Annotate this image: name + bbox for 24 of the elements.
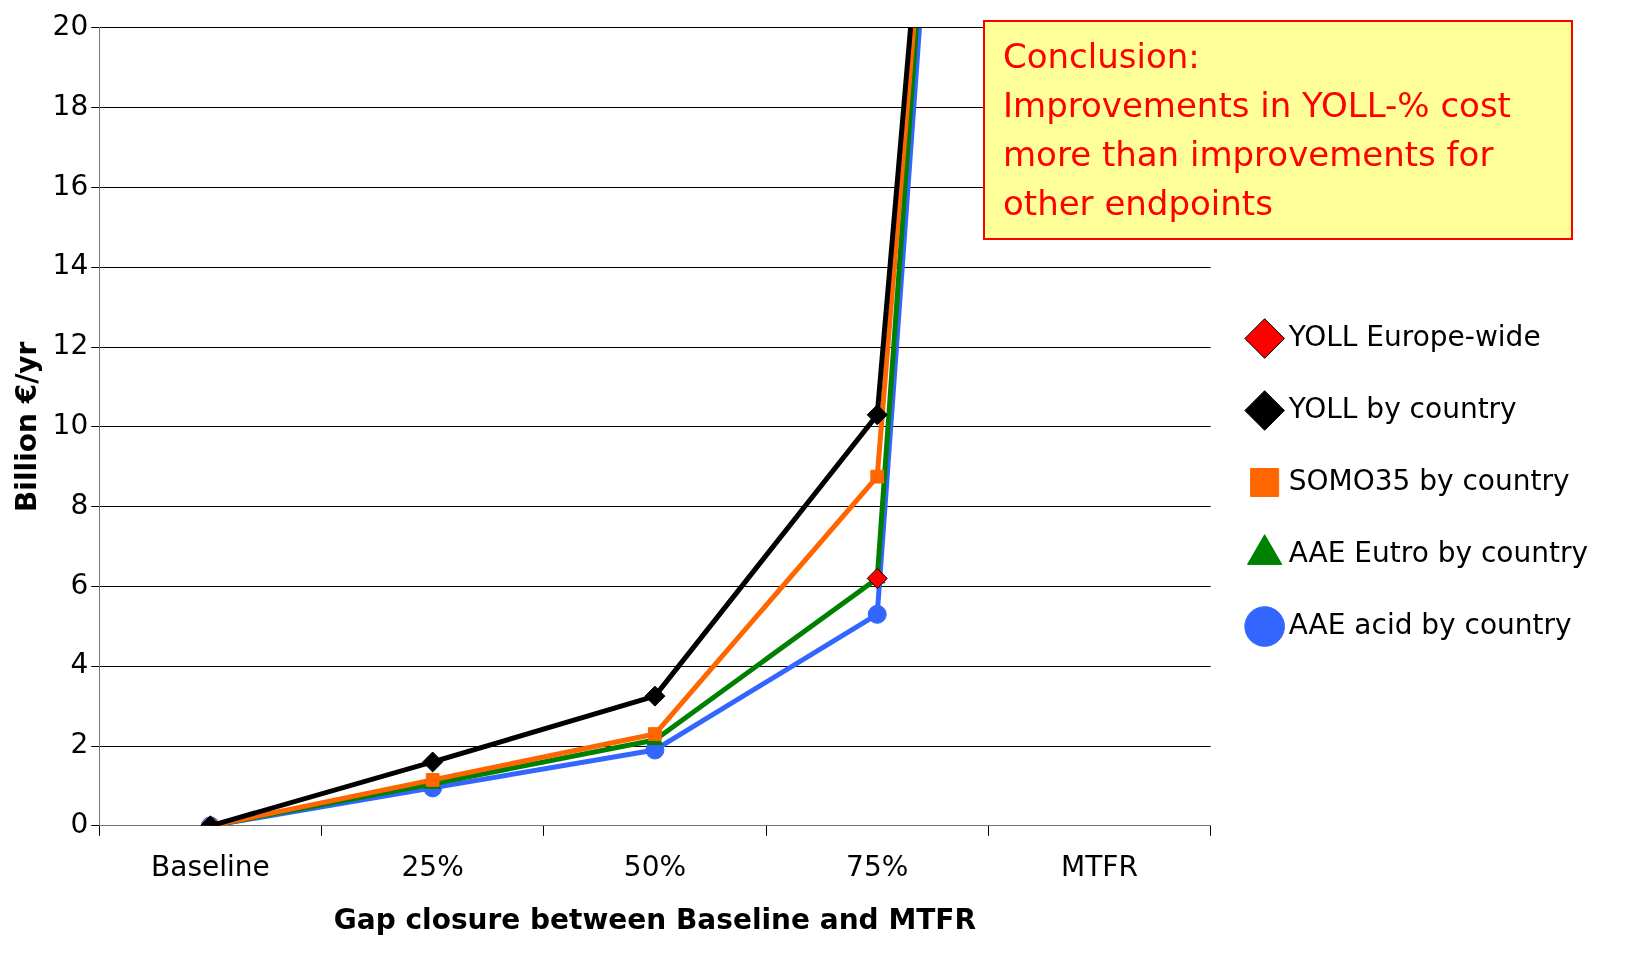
x-tick-label: 50% xyxy=(623,849,687,883)
y-tick-label: 12 xyxy=(52,328,89,362)
legend-label: AAE acid by country xyxy=(1288,607,1572,641)
x-axis-title: Gap closure between Baseline and MTFR xyxy=(333,903,977,937)
y-tick-label: 8 xyxy=(70,487,89,521)
x-tick-label: 75% xyxy=(846,849,909,883)
y-tick-label: 20 xyxy=(52,9,89,43)
legend-label: YOLL by country xyxy=(1287,391,1517,425)
y-axis-title: Billion €/yr xyxy=(10,341,44,513)
y-tick-label: 6 xyxy=(70,567,89,601)
y-tick-label: 16 xyxy=(52,168,89,202)
y-tick-label: 0 xyxy=(70,807,89,841)
y-tick-label: 10 xyxy=(52,408,89,442)
y-tick-label: 4 xyxy=(70,647,89,681)
y-tick-label: 18 xyxy=(52,88,89,122)
y-tick-label: 14 xyxy=(52,248,89,282)
annotation: Conclusion: Improvements in YOLL-% cost more than improvements for other endpoints xyxy=(983,20,1573,240)
x-tick-label: MTFR xyxy=(1061,849,1138,883)
legend-label: YOLL Europe-wide xyxy=(1287,319,1541,353)
x-tick-label: 25% xyxy=(401,849,464,883)
legend-label: AAE Eutro by country xyxy=(1288,535,1589,569)
legend-label: SOMO35 by country xyxy=(1288,463,1570,497)
y-tick-label: 2 xyxy=(70,727,89,761)
x-tick-label: Baseline xyxy=(151,849,270,883)
